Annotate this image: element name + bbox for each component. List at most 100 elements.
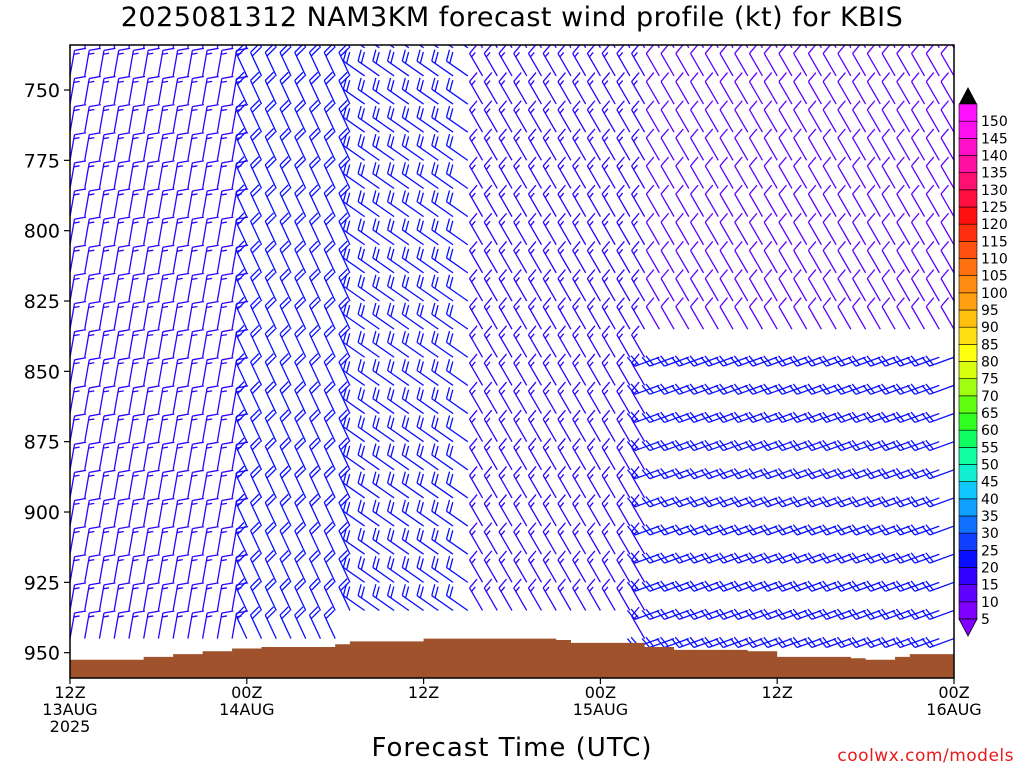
barb-staff: [172, 528, 179, 555]
wind-barb: [498, 550, 513, 583]
barb-feather: [419, 558, 424, 570]
barb-feather: [192, 300, 205, 305]
wind-barb: [216, 413, 234, 442]
wind-barb: [660, 156, 675, 189]
barb-feather: [851, 608, 861, 619]
barb-feather: [264, 296, 275, 307]
wind-barb: [774, 45, 778, 49]
barb-feather: [910, 524, 920, 535]
barb-feather: [434, 417, 439, 430]
wind-barb: [833, 608, 866, 620]
barb-feather: [235, 240, 245, 250]
barb-half-feather: [191, 108, 198, 112]
barb-staff: [372, 144, 395, 161]
barb-feather: [237, 525, 247, 535]
wind-barb: [715, 608, 748, 620]
wind-barb: [249, 324, 263, 358]
barb-half-feather: [206, 305, 213, 309]
barb-staff: [128, 50, 135, 77]
wind-barb: [264, 381, 277, 414]
barb-feather: [733, 608, 743, 619]
wind-barb: [308, 578, 322, 611]
barb-feather: [103, 554, 116, 558]
barb-staff: [542, 53, 557, 77]
barb-staff: [572, 250, 587, 274]
wind-barb: [113, 75, 131, 105]
wind-barb: [342, 527, 366, 555]
barb-half-feather: [544, 164, 550, 170]
barb-staff: [357, 201, 380, 218]
barb-half-feather: [559, 361, 565, 367]
barb-feather: [310, 469, 320, 479]
barb-feather: [133, 75, 146, 80]
barb-feather: [906, 356, 916, 367]
wind-barb: [671, 496, 704, 508]
barb-feather: [118, 497, 131, 502]
wind-barb: [601, 297, 616, 330]
barb-feather: [325, 131, 335, 141]
barb-staff: [249, 586, 263, 611]
barb-staff: [704, 137, 719, 161]
barb-staff: [837, 278, 852, 302]
barb-staff: [645, 53, 660, 77]
wind-barb: [862, 580, 896, 592]
barb-staff: [143, 556, 149, 583]
wind-barb: [601, 381, 616, 414]
wind-barb: [279, 521, 292, 555]
wind-barb: [631, 240, 646, 274]
barb-half-feather: [221, 221, 228, 224]
barb-staff: [387, 229, 410, 246]
barb-half-feather: [544, 80, 550, 86]
wind-barb: [734, 156, 749, 189]
wind-barb: [616, 269, 631, 302]
barb-half-feather: [191, 305, 198, 309]
barb-staff: [143, 190, 149, 217]
barb-feather: [375, 417, 380, 430]
barb-feather: [251, 244, 261, 254]
wind-barb: [216, 441, 234, 470]
barb-half-feather: [176, 390, 183, 393]
barb-feather: [338, 521, 348, 532]
barb-staff: [249, 558, 263, 583]
barb-feather: [386, 274, 392, 287]
barb-feather: [103, 582, 116, 586]
barb-staff: [796, 638, 822, 649]
barb-feather: [660, 496, 669, 506]
barb-half-feather: [530, 24, 534, 28]
barb-staff: [357, 454, 380, 471]
wind-barb: [586, 353, 601, 386]
barb-half-feather: [132, 52, 139, 55]
barb-staff: [586, 221, 601, 246]
barb-staff: [778, 137, 793, 161]
barb-staff: [572, 418, 587, 443]
barb-staff: [431, 116, 454, 133]
barb-staff: [401, 60, 424, 77]
barb-staff: [896, 278, 911, 302]
barb-feather: [295, 103, 306, 113]
barb-staff: [128, 387, 135, 414]
barb-half-feather: [471, 586, 476, 592]
barb-staff: [689, 165, 705, 189]
barb-half-feather: [191, 530, 198, 534]
wind-barb: [542, 240, 557, 274]
wind-barb: [157, 188, 175, 217]
barb-feather: [807, 411, 816, 422]
barb-staff: [664, 638, 690, 649]
wind-barb: [431, 274, 454, 302]
barb-feather: [235, 268, 245, 278]
barb-staff: [342, 398, 366, 415]
wind-barb: [675, 72, 690, 105]
barb-feather: [882, 16, 890, 25]
wind-barb: [818, 383, 852, 395]
wind-barb: [748, 128, 764, 161]
barb-feather: [281, 300, 291, 310]
barb-feather: [340, 75, 350, 85]
barb-half-feather: [559, 80, 565, 86]
wind-barb: [342, 105, 366, 133]
barb-staff: [796, 609, 822, 620]
barb-staff: [187, 500, 194, 527]
barb-staff: [264, 558, 277, 583]
barb-staff: [187, 331, 194, 358]
wind-barb: [671, 608, 704, 620]
wind-barb: [818, 355, 852, 367]
